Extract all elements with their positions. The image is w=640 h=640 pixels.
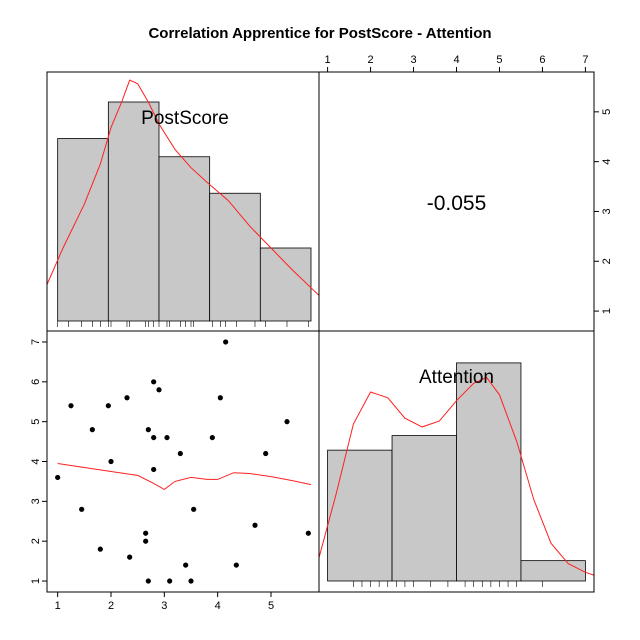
top-tick-label: 5	[496, 54, 502, 66]
left-tick-label: 1	[30, 578, 42, 584]
scatter-point	[143, 538, 149, 544]
postscore-hist-bar	[107, 101, 160, 322]
scatter-panel	[55, 339, 312, 584]
frame-bottom-left	[46, 330, 320, 593]
left-tick-label: 2	[30, 538, 42, 544]
attention-hist-bar	[456, 362, 522, 582]
right-tick-label: 3	[601, 208, 613, 214]
postscore-hist-bar	[57, 138, 109, 322]
left-tick-label: 7	[30, 339, 42, 345]
diag-label-postscore: PostScore	[141, 108, 229, 129]
scatter-point	[143, 530, 149, 536]
scatter-point	[233, 562, 239, 568]
attention-histogram-panel	[319, 362, 594, 587]
left-tick-label: 3	[30, 498, 42, 504]
top-tick-label: 2	[368, 54, 374, 66]
top-tick-label: 6	[539, 54, 545, 66]
scatter-point	[263, 450, 269, 457]
scatter-point	[188, 578, 194, 584]
scatter-point	[164, 434, 170, 441]
scatter-point	[97, 546, 103, 552]
postscore-hist-bar	[209, 192, 261, 322]
scatter-point	[177, 450, 183, 457]
x-tick-label: 3	[161, 600, 167, 612]
scatter-point	[108, 458, 114, 465]
attention-density-line	[319, 376, 594, 576]
scatter-point	[68, 403, 74, 409]
top-tick-label: 4	[453, 54, 459, 66]
scatter-point	[191, 506, 197, 512]
scatter-point	[55, 474, 61, 481]
scatter-point	[217, 395, 223, 401]
postscore-density-line	[47, 79, 319, 296]
scatter-point	[124, 395, 130, 401]
right-tick-label: 4	[601, 159, 613, 165]
top-tick-label: 1	[325, 54, 331, 66]
x-tick-label: 4	[215, 600, 221, 612]
scatter-point	[167, 578, 173, 584]
axis-ticks: 1 2 3 4 5 1 1 2 2 3 3 4 4 5 5 6 6 7 7 1 2 3 4 5	[30, 54, 613, 612]
left-tick-label: 4	[30, 458, 42, 464]
scatter-point	[151, 379, 157, 385]
diag-label-attention: Attention	[419, 367, 494, 388]
right-tick-label: 2	[601, 258, 613, 264]
scatter-point	[145, 427, 151, 433]
attention-hist-bar	[391, 435, 457, 582]
scatter-point	[127, 554, 133, 560]
scatter-point	[223, 339, 229, 345]
left-tick-label: 6	[30, 379, 42, 385]
scatter-point	[209, 434, 215, 441]
scatter-point	[305, 530, 311, 536]
top-tick-label: 3	[410, 54, 416, 66]
left-tick-label: 5	[30, 419, 42, 425]
scatter-point	[105, 403, 111, 409]
chart-title: Correlation Apprentice for PostScore - A…	[148, 25, 491, 42]
scatter-point	[151, 466, 157, 473]
right-tick-label: 5	[601, 109, 613, 115]
panel-frames	[46, 71, 595, 593]
postscore-hist-bar	[158, 156, 211, 322]
scatter-point	[151, 434, 157, 441]
scatter-point	[284, 419, 290, 425]
scatter-point	[183, 562, 189, 568]
loess-line	[57, 463, 312, 490]
postscore-hist-bar	[259, 247, 312, 322]
postscore-histogram-panel	[47, 79, 319, 327]
attention-hist-bar	[520, 560, 586, 582]
scatter-point	[89, 427, 95, 433]
top-tick-label: 7	[582, 54, 588, 66]
x-tick-label: 2	[108, 600, 114, 612]
scatter-point	[145, 578, 151, 584]
attention-hist-bar	[327, 449, 393, 582]
x-tick-label: 1	[55, 600, 61, 612]
right-tick-label: 1	[601, 308, 613, 314]
frame-bottom-right	[318, 330, 595, 593]
correlation-value: -0.055	[427, 192, 487, 215]
x-tick-label: 5	[268, 600, 274, 612]
scatter-point	[252, 522, 258, 528]
scatter-point	[156, 387, 162, 393]
scatter-point	[79, 506, 85, 512]
